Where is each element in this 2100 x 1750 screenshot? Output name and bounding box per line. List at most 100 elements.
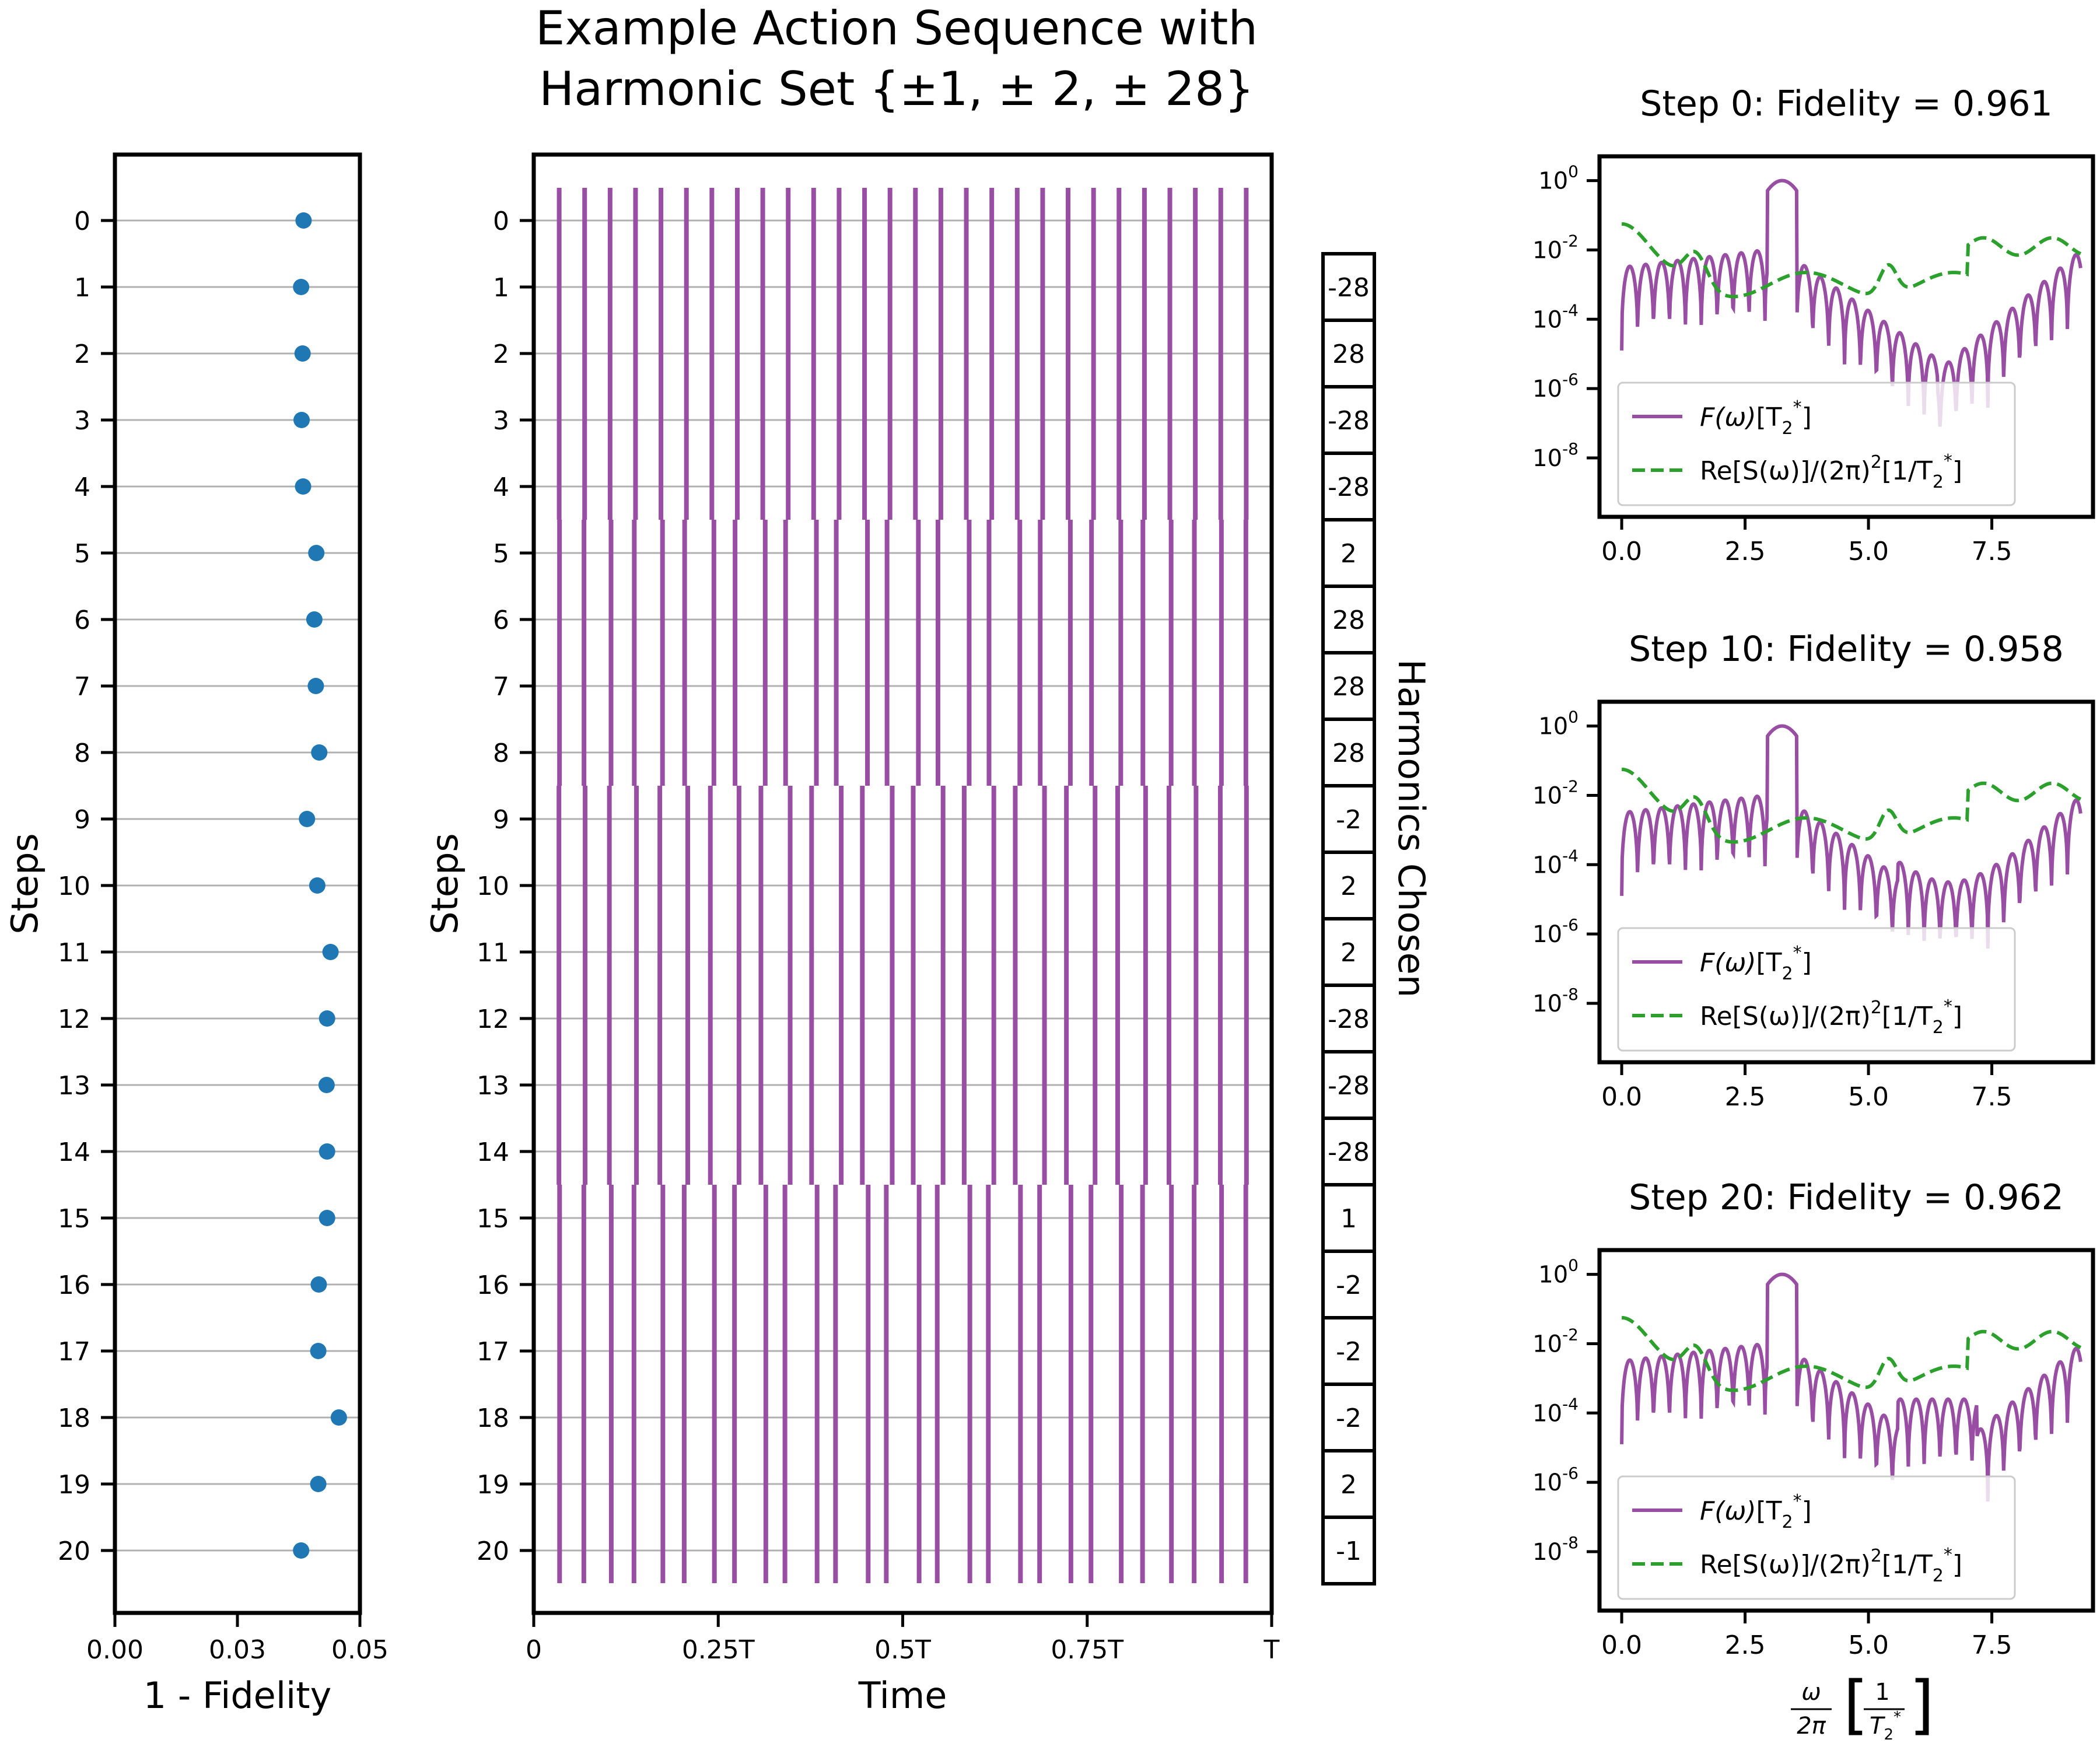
y-tick-label: 14: [477, 1138, 509, 1167]
legend-label-filter: F(ω)[T2*]: [1700, 1491, 1812, 1532]
y-tick-label: 9: [493, 805, 509, 835]
y-tick-label: 12: [477, 1005, 509, 1034]
data-point: [318, 1077, 335, 1093]
harmonic-cell: [1321, 1050, 1376, 1120]
x-tick-label: 0.03: [209, 1635, 266, 1665]
legend-s-main: Re[S(ω)]/(2π): [1700, 456, 1871, 486]
legend-box: [1617, 927, 2016, 1052]
y-tick-exponent: -4: [1562, 846, 1578, 865]
harmonic-value: 2: [1340, 872, 1357, 901]
y-tick-label: 10-4: [1532, 1394, 1578, 1427]
harmonics-label: Harmonics Chosen: [1390, 659, 1433, 998]
data-point: [306, 611, 323, 628]
y-tick-label: 13: [58, 1071, 90, 1101]
x-tick-label: 5.0: [1848, 537, 1889, 566]
y-tick-exponent: -4: [1562, 300, 1578, 320]
x-tick-label: 0.75T: [1051, 1635, 1124, 1665]
y-tick-label: 10-2: [1532, 776, 1578, 809]
y-tick-base: 10: [1532, 991, 1562, 1017]
harmonic-value: 2: [1340, 539, 1357, 569]
data-point: [295, 212, 312, 229]
y-tick-label: 10-6: [1532, 370, 1578, 402]
y-tick-label: 9: [74, 805, 90, 835]
y-tick-base: 10: [1532, 782, 1562, 809]
harmonic-value: -2: [1336, 1337, 1362, 1367]
data-point: [308, 545, 325, 561]
subplot-title: Step 10: Fidelity = 0.958: [1629, 629, 2064, 670]
harmonic-value: 28: [1332, 340, 1365, 369]
series-filter-line: [1620, 178, 2082, 427]
series-filter-line: [1620, 724, 2082, 949]
y-tick-base: 10: [1532, 1400, 1562, 1427]
legend-s-unit: [1/T: [1882, 456, 1933, 486]
y-tick-label: 10-4: [1532, 846, 1578, 878]
y-tick-label: 11: [477, 938, 509, 968]
data-point: [309, 877, 326, 894]
harmonic-cell: [1321, 1183, 1376, 1253]
x-tick-label: 2.5: [1725, 1630, 1766, 1660]
data-point: [310, 1343, 327, 1359]
xlabel-t-sup: *: [1894, 1709, 1901, 1726]
y-tick-label: 10: [58, 872, 90, 901]
x-tick-label: 5.0: [1848, 1082, 1889, 1112]
data-point: [311, 744, 328, 761]
legend-label-filter: F(ω)[T2*]: [1700, 397, 1812, 439]
y-tick-base: 10: [1532, 1469, 1562, 1496]
xlabel-bracket-open: [: [1843, 1667, 1868, 1742]
x-tick-label: 0.00: [86, 1635, 144, 1665]
legend-label-noise: Re[S(ω)]/(2π)2[1/T2*]: [1700, 451, 1962, 492]
y-tick-label: 15: [477, 1204, 509, 1234]
y-tick-label: 8: [74, 738, 90, 768]
y-tick-base: 10: [1532, 376, 1562, 402]
y-tick-exponent: 0: [1568, 708, 1578, 727]
legend-f-close: ]: [1802, 948, 1812, 978]
spectrum-panel-step-20: Step 20: Fidelity = 0.96210010-210-410-6…: [1532, 1177, 2095, 1744]
harmonic-value: -28: [1328, 406, 1370, 436]
y-tick-label: 15: [58, 1204, 90, 1234]
y-tick-label: 18: [58, 1404, 90, 1433]
y-tick-exponent: -8: [1562, 439, 1578, 459]
data-point: [299, 811, 316, 827]
harmonic-cell: [1321, 784, 1376, 854]
legend-s-main: Re[S(ω)]/(2π): [1700, 1002, 1871, 1031]
figure-title-line1: Example Action Sequence with: [536, 1, 1258, 55]
x-tick-label: 0: [526, 1635, 542, 1665]
harmonic-value: -28: [1328, 473, 1370, 502]
data-point: [295, 478, 312, 495]
legend-f-sub: 2: [1782, 964, 1793, 984]
harmonic-value: 28: [1332, 606, 1365, 635]
harmonic-value: -1: [1336, 1536, 1362, 1566]
legend-s-main: Re[S(ω)]/(2π): [1700, 1550, 1871, 1580]
data-point: [294, 345, 311, 362]
harmonic-cell: [1321, 252, 1376, 322]
y-tick-label: 19: [58, 1470, 90, 1500]
data-point: [307, 678, 324, 694]
y-tick-label: 10-2: [1532, 231, 1578, 264]
y-tick-label: 2: [493, 340, 509, 369]
x-axis-label: 1 - Fidelity: [144, 1674, 332, 1717]
legend-s-close: ]: [1952, 456, 1962, 486]
legend-f-sup: *: [1793, 943, 1802, 963]
legend-s-unit: [1/T: [1882, 1550, 1933, 1580]
axes-frame: [1597, 1248, 2095, 1613]
harmonics-column: -28 28 -28 -28 2 28 28 28 -2 2 2 -28 -28 -28 1 -2 -2 -2 2 -…: [1321, 252, 1433, 1586]
y-tick-label: 10-8: [1532, 1533, 1578, 1566]
harmonic-value: 28: [1332, 738, 1365, 768]
xlabel-inner-t: T2*: [1870, 1709, 1901, 1744]
y-tick-exponent: -6: [1562, 1464, 1578, 1483]
y-tick-label: 3: [493, 406, 509, 436]
y-tick-label: 16: [58, 1270, 90, 1300]
y-tick-exponent: -8: [1562, 985, 1578, 1004]
x-tick-label: 7.5: [1972, 537, 2013, 566]
legend-label-filter: F(ω)[T2*]: [1700, 943, 1812, 984]
legend-s-sub: 2: [1933, 1566, 1944, 1586]
series-filter-line: [1620, 1272, 2082, 1502]
y-tick-exponent: -6: [1562, 915, 1578, 935]
y-axis-label: Steps: [4, 833, 46, 934]
x-tick-label: 0.0: [1601, 1630, 1642, 1660]
y-tick-label: 17: [477, 1337, 509, 1367]
y-tick-label: 10-2: [1532, 1325, 1578, 1357]
legend-f-main: F(ω): [1700, 1496, 1756, 1526]
axes-frame: [1597, 699, 2095, 1065]
harmonic-value: -2: [1336, 805, 1362, 835]
